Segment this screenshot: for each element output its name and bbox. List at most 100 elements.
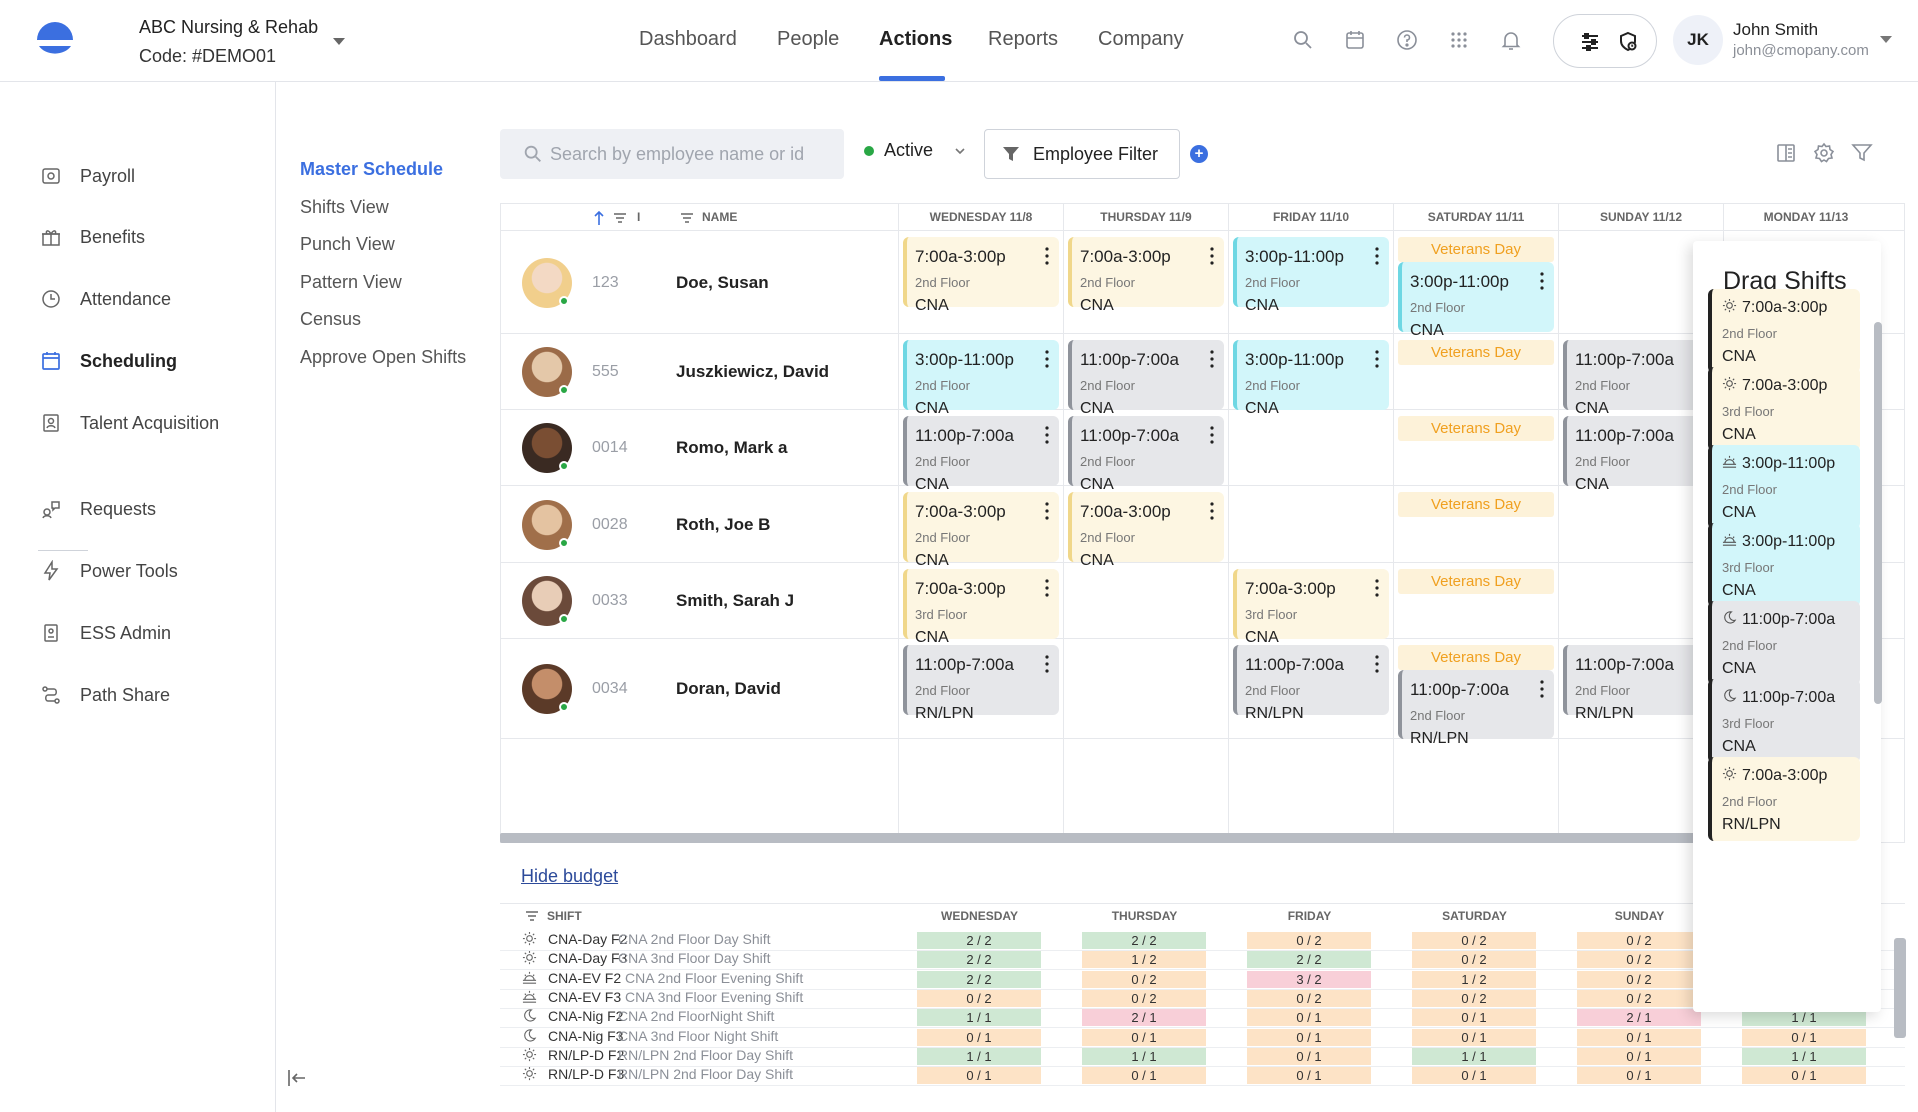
subnav-census[interactable]: Census xyxy=(300,309,362,329)
app-logo[interactable] xyxy=(35,20,75,60)
more-vertical-icon[interactable] xyxy=(1210,350,1214,368)
nav-company[interactable]: Company xyxy=(1098,28,1184,50)
employee-filter-button[interactable]: Employee Filter xyxy=(984,129,1180,179)
employee-name[interactable]: Romo, Mark a xyxy=(676,438,788,457)
employee-name[interactable]: Doe, Susan xyxy=(676,272,769,292)
sort-up-icon[interactable] xyxy=(593,210,605,226)
apps-grid-icon[interactable] xyxy=(1447,28,1471,52)
subnav-master-schedule[interactable]: Master Schedule xyxy=(300,159,444,179)
subnav-shifts-view[interactable]: Shifts View xyxy=(300,197,389,217)
more-vertical-icon[interactable] xyxy=(1210,426,1214,444)
user-avatar[interactable]: JK xyxy=(1673,15,1723,65)
budget-value: 0 / 1 xyxy=(1412,1009,1536,1027)
vertical-scrollbar[interactable] xyxy=(1894,938,1906,1038)
shift-card[interactable]: 7:00a-3:00p 2nd Floor CNA xyxy=(903,492,1059,569)
shift-description: RN/LPN 2nd Floor Day Shift xyxy=(618,1066,794,1083)
shift-card[interactable]: 7:00a-3:00p 3rd Floor CNA xyxy=(1233,569,1389,646)
sidebar-item-scheduling[interactable]: Scheduling xyxy=(40,346,177,376)
drag-shift-card[interactable]: 11:00p-7:00a 3rd Floor CNA xyxy=(1708,679,1860,763)
employee-name[interactable]: Smith, Sarah J xyxy=(676,591,795,610)
nav-people[interactable]: People xyxy=(777,28,840,50)
day-header-fri: FRIDAY 11/10 xyxy=(1228,204,1393,231)
subnav-approve-open-shifts[interactable]: Approve Open Shifts xyxy=(300,347,467,367)
drag-shift-card[interactable]: 7:00a-3:00p 2nd Floor CNA xyxy=(1708,289,1860,373)
shift-card[interactable]: 11:00p-7:00a 2nd Floor CNA xyxy=(903,416,1059,493)
horizontal-scrollbar[interactable] xyxy=(500,833,1790,843)
sort-lines-icon[interactable] xyxy=(613,212,627,224)
bell-icon[interactable] xyxy=(1499,28,1523,52)
employee-search-input[interactable]: Search by employee name or id xyxy=(500,129,844,179)
shift-card[interactable]: 11:00p-7:00a 2nd Floor RN/LPN xyxy=(1233,645,1389,722)
sliders-icon[interactable] xyxy=(1578,30,1602,54)
sidebar-item-path-share[interactable]: Path Share xyxy=(40,680,170,710)
gear-icon[interactable] xyxy=(1812,141,1836,165)
budget-value: 0 / 2 xyxy=(1577,932,1701,949)
columns-icon[interactable] xyxy=(1774,141,1798,165)
hide-budget-link[interactable]: Hide budget xyxy=(521,866,619,886)
shift-card[interactable]: 3:00p-11:00p 2nd Floor CNA xyxy=(1233,340,1389,417)
more-vertical-icon[interactable] xyxy=(1540,680,1544,698)
nav-actions[interactable]: Actions xyxy=(879,28,953,50)
org-chevron-down-icon[interactable] xyxy=(333,38,345,45)
org-switcher[interactable]: ABC Nursing & Rehab Code: #DEMO01 xyxy=(139,17,318,67)
drag-shift-card[interactable]: 7:00a-3:00p 3rd Floor CNA xyxy=(1708,367,1860,451)
shift-sort-icon[interactable] xyxy=(525,910,539,922)
sidebar-item-power-tools[interactable]: Power Tools xyxy=(40,556,178,586)
more-vertical-icon[interactable] xyxy=(1210,502,1214,520)
shift-card[interactable]: 11:00p-7:00a 2nd Floor RN/LPN xyxy=(1398,670,1554,747)
collapse-sidebar-icon[interactable] xyxy=(285,1066,309,1090)
shift-card[interactable]: 11:00p-7:00a 2nd Floor CNA xyxy=(1068,340,1224,417)
user-chevron-down-icon[interactable] xyxy=(1880,36,1892,43)
sidebar-item-attendance[interactable]: Attendance xyxy=(40,284,171,314)
help-icon[interactable] xyxy=(1395,28,1419,52)
subnav-punch-view[interactable]: Punch View xyxy=(300,234,395,254)
more-vertical-icon[interactable] xyxy=(1045,426,1049,444)
nav-reports[interactable]: Reports xyxy=(988,28,1059,50)
name-column-header[interactable]: NAME xyxy=(702,210,738,224)
drag-shift-card[interactable]: 11:00p-7:00a 2nd Floor CNA xyxy=(1708,601,1860,685)
more-vertical-icon[interactable] xyxy=(1375,579,1379,597)
more-vertical-icon[interactable] xyxy=(1045,350,1049,368)
drag-shift-card[interactable]: 3:00p-11:00p 2nd Floor CNA xyxy=(1708,445,1860,529)
shift-card[interactable]: 7:00a-3:00p 3rd Floor CNA xyxy=(903,569,1059,646)
sidebar-item-requests[interactable]: Requests xyxy=(40,494,156,524)
more-vertical-icon[interactable] xyxy=(1045,502,1049,520)
shift-card[interactable]: 3:00p-11:00p 2nd Floor CNA xyxy=(1233,237,1389,314)
shift-card[interactable]: 7:00a-3:00p 2nd Floor CNA xyxy=(903,237,1059,314)
more-vertical-icon[interactable] xyxy=(1045,579,1049,597)
employee-name[interactable]: Roth, Joe B xyxy=(676,514,771,534)
name-sort-icon[interactable] xyxy=(680,212,694,224)
more-vertical-icon[interactable] xyxy=(1540,272,1544,290)
more-vertical-icon[interactable] xyxy=(1045,655,1049,673)
sidebar-item-payroll[interactable]: Payroll xyxy=(40,161,135,191)
drag-shift-card[interactable]: 7:00a-3:00p 2nd Floor RN/LPN xyxy=(1708,757,1860,841)
filter-icon[interactable] xyxy=(1850,141,1874,165)
shift-card[interactable]: 3:00p-11:00p 2nd Floor CNA xyxy=(903,340,1059,417)
shift-time: 3:00p-11:00p xyxy=(1410,272,1509,291)
nav-dashboard[interactable]: Dashboard xyxy=(639,28,737,50)
drag-shift-card[interactable]: 3:00p-11:00p 3rd Floor CNA xyxy=(1708,523,1860,607)
more-vertical-icon[interactable] xyxy=(1375,655,1379,673)
more-vertical-icon[interactable] xyxy=(1375,247,1379,265)
more-vertical-icon[interactable] xyxy=(1210,247,1214,265)
user-menu[interactable]: John Smith john@cmopany.com xyxy=(1733,20,1869,59)
sidebar-item-ess-admin[interactable]: ESS Admin xyxy=(40,618,171,648)
shift-card[interactable]: 11:00p-7:00a 2nd Floor CNA xyxy=(1068,416,1224,493)
employee-name[interactable]: Juszkiewicz, David xyxy=(676,362,830,381)
shield-clock-icon[interactable] xyxy=(1616,30,1640,54)
employee-name[interactable]: Doran, David xyxy=(676,679,781,698)
shift-card[interactable]: 7:00a-3:00p 2nd Floor CNA xyxy=(1068,492,1224,569)
shift-card[interactable]: 3:00p-11:00p 2nd Floor CNA xyxy=(1398,262,1554,339)
add-filter-icon[interactable]: + xyxy=(1190,145,1208,163)
calendar-icon[interactable] xyxy=(1343,28,1367,52)
more-vertical-icon[interactable] xyxy=(1045,247,1049,265)
search-icon[interactable] xyxy=(1291,28,1315,52)
shift-card[interactable]: 7:00a-3:00p 2nd Floor CNA xyxy=(1068,237,1224,314)
sidebar-item-talent-acquisition[interactable]: Talent Acquisition xyxy=(40,408,219,438)
subnav-pattern-view[interactable]: Pattern View xyxy=(300,272,402,292)
status-dropdown[interactable]: Active xyxy=(864,140,967,161)
more-vertical-icon[interactable] xyxy=(1375,350,1379,368)
sidebar-item-benefits[interactable]: Benefits xyxy=(40,222,145,252)
drag-panel-scrollbar[interactable] xyxy=(1874,322,1882,704)
shift-card[interactable]: 11:00p-7:00a 2nd Floor RN/LPN xyxy=(903,645,1059,722)
